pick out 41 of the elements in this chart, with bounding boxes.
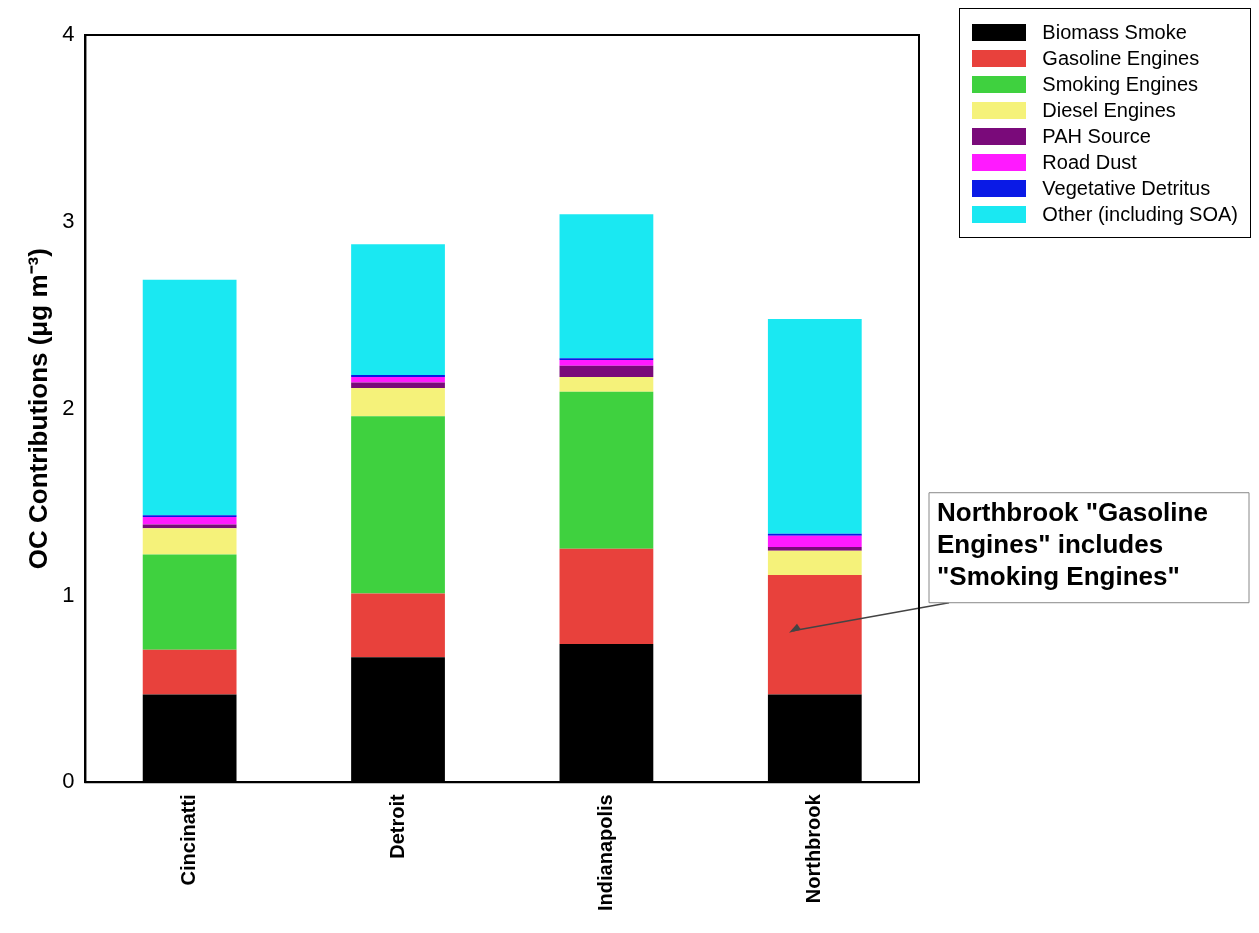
bar	[767, 546, 862, 551]
bar	[767, 318, 862, 534]
legend-label: Other (including SOA)	[1042, 202, 1238, 226]
bar	[559, 391, 654, 549]
bar	[142, 554, 237, 650]
y-tick-label: 4	[62, 21, 75, 47]
bar	[767, 535, 862, 547]
bar	[142, 517, 237, 525]
legend-label: Smoking Engines	[1042, 72, 1199, 96]
bar	[559, 376, 654, 392]
legend-label: Biomass Smoke	[1042, 20, 1187, 44]
y-tick-label: 1	[62, 581, 75, 607]
bar	[559, 360, 654, 366]
bar	[142, 528, 237, 555]
text: Northbrook "Gasoline Engines" includes "Smoking Engines"	[937, 496, 1208, 591]
bar	[351, 376, 445, 383]
x-tick-label: Indianapolis	[593, 794, 616, 912]
y-tick-label: 3	[62, 207, 75, 233]
bar	[351, 244, 445, 376]
bar	[351, 388, 445, 417]
bar	[767, 550, 862, 575]
bar	[142, 279, 237, 516]
bar	[559, 365, 654, 377]
bar	[351, 593, 445, 658]
legend-label: Gasoline Engines	[1042, 46, 1200, 70]
x-tick-label: Cincinatti	[177, 794, 200, 886]
legend-label: Road Dust	[1042, 150, 1137, 174]
bar	[559, 214, 654, 359]
bar	[351, 416, 445, 594]
x-tick-label: Northbrook	[802, 793, 825, 904]
bar	[142, 524, 237, 529]
y-tick-label: 0	[62, 768, 75, 794]
y-tick-label: 2	[62, 394, 75, 420]
bar	[142, 649, 237, 695]
bar	[559, 548, 654, 645]
bar	[767, 574, 862, 695]
x-tick-label: Detroit	[385, 793, 408, 859]
legend-label: Diesel Engines	[1042, 98, 1176, 122]
legend-label: PAH Source	[1042, 124, 1151, 148]
y-axis-title: OC Contributions (μg m⁻³)	[22, 248, 53, 570]
legend-label: Vegetative Detritus	[1042, 176, 1211, 200]
